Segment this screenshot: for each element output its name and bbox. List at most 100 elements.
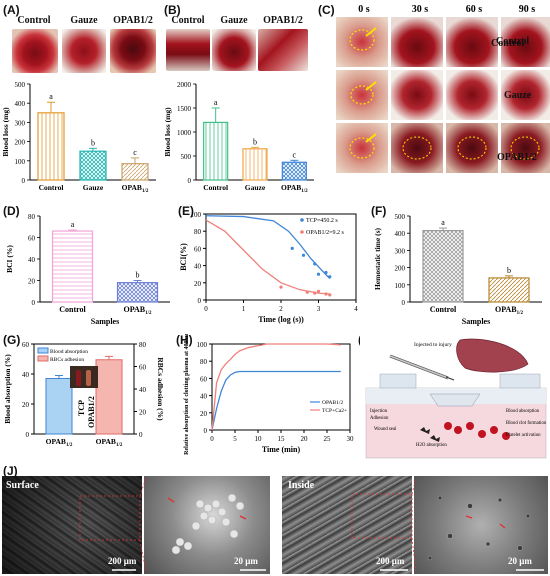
- y-tick-label: 200: [15, 139, 26, 147]
- data-point: [313, 291, 317, 295]
- significance-letter: a: [49, 92, 53, 101]
- data-point: [313, 262, 317, 266]
- y-tick-label: 80: [200, 358, 208, 366]
- panel-c-rowlabel-opab: OPAB1/2: [497, 152, 537, 163]
- y-tick-label: 500: [395, 213, 406, 221]
- y-axis-label-right: RBCs adhesion (%): [156, 357, 165, 421]
- legend-swatch-blood: [37, 347, 49, 354]
- data-point: [305, 290, 309, 294]
- category-label: Control: [59, 305, 86, 314]
- x-tick-label: 10: [255, 435, 263, 443]
- panel-b-label-control: Control: [171, 15, 205, 26]
- fit-curve-0: [205, 215, 331, 279]
- y-tick-label: 100: [395, 282, 406, 290]
- category-label: Gauze: [245, 183, 266, 192]
- panel-c-row-control: Control: [491, 38, 525, 49]
- chart-g: 0 20 40 60 0 20 40 60 80 Blood absorption RBCs adh…: [3, 341, 165, 448]
- y-tick-label: 20: [194, 280, 202, 288]
- x-tick-label: 4: [354, 305, 358, 313]
- panel-letter-h: (H): [176, 333, 193, 347]
- series-line-0: [211, 370, 341, 431]
- y-tick-label: 300: [395, 247, 406, 255]
- y-tick-label: 40: [28, 256, 36, 264]
- bar-2: [121, 163, 149, 181]
- panel-b-label-opab: OPAB1/2: [263, 15, 303, 26]
- sem-scalebar-3: 200 μm: [376, 556, 405, 566]
- x-tick-label: 5: [233, 435, 237, 443]
- x-tick-label: 3: [317, 305, 321, 313]
- y-tick-label: 0: [26, 431, 30, 439]
- y-tick-label: 60: [28, 235, 36, 243]
- panel-b-photo-opab: [258, 29, 308, 71]
- panel-c-rowlabel-gauze: Gauze: [504, 90, 532, 101]
- bar-1: [488, 277, 530, 303]
- panel-letter-c: (C): [318, 3, 335, 17]
- significance-letter: c: [133, 148, 137, 157]
- y-tick-label: 200: [395, 265, 406, 273]
- y-right-tick-label: 60: [139, 364, 147, 372]
- panel-letter-a: (A): [3, 3, 20, 17]
- y-tick-label: 400: [15, 100, 26, 108]
- significance-letter: a: [441, 218, 445, 227]
- x-tick-label: 30: [347, 435, 355, 443]
- y-tick-label: 60: [200, 375, 208, 383]
- y-axis-label: Blood loss (mg): [1, 107, 10, 157]
- significance-letter: c: [293, 150, 297, 159]
- panel-a-label-opab: OPAB1/2: [113, 15, 153, 26]
- data-point: [316, 289, 321, 293]
- bar-0: [422, 230, 464, 303]
- y-tick-label: 500: [181, 153, 192, 161]
- bar-0: [37, 112, 65, 181]
- panel-a-photo-control: [12, 29, 58, 73]
- chart-a: 0 100 200 300 400 500 a Control b Gauze c OPAB1/2 Bl…: [1, 81, 156, 194]
- x-tick-label: 0: [210, 435, 214, 443]
- panel-j-overlay: Surface Inside 200 μm 20 μm 200 μm 20 μm: [6, 477, 544, 573]
- panel-i-schematic: Injected to injury Injection Adhesion Wo…: [360, 334, 550, 462]
- chart-h: 0 5 10 15 20 25 30 0 20 40 60 80 100 OPAB1/2 TCP+Ca2+ T…: [183, 334, 355, 455]
- y-tick-label: 40: [194, 263, 202, 271]
- inset-label-tcp: TCP: [77, 400, 86, 416]
- category-label: Gauze: [83, 183, 104, 192]
- x-axis-label: Time (min): [262, 445, 301, 454]
- y-tick-label: 100: [15, 158, 26, 166]
- panel-a-label-gauze: Gauze: [70, 15, 98, 26]
- y-tick-label: 1500: [177, 105, 192, 113]
- data-point: [279, 285, 283, 289]
- y-tick-label: 400: [395, 230, 406, 238]
- x-tick-label: 25: [324, 435, 332, 443]
- y-tick-label: 500: [15, 81, 26, 89]
- panel-letter-b: (B): [164, 3, 181, 17]
- y-axis-label: BCI(%): [179, 243, 188, 271]
- y-right-tick-label: 20: [139, 409, 147, 417]
- panel-b-photo-control: [166, 29, 210, 71]
- category-label: Control: [39, 183, 64, 192]
- panel-i-label-wound-seal: Wound seal: [374, 427, 397, 432]
- y-tick-label: 2000: [177, 81, 192, 89]
- y-right-tick-label: 40: [139, 386, 147, 394]
- x-axis-label: Samples: [91, 317, 119, 326]
- category-label: OPAB1/2: [96, 437, 123, 448]
- legend-blood-absorption: Blood absorption: [50, 349, 88, 355]
- y-tick-label: 1000: [177, 129, 192, 137]
- y-tick-label: 40: [200, 393, 208, 401]
- panel-i-label-injection: Injection: [370, 409, 388, 414]
- category-label: OPAB1/2: [123, 305, 152, 316]
- sem-title-inside: Inside: [288, 480, 315, 491]
- sem-pores: [427, 495, 531, 561]
- sem-title-surface: Surface: [6, 480, 39, 491]
- panel-c-time-1: 30 s: [412, 4, 429, 15]
- y-tick-label: 80: [194, 228, 202, 236]
- y-tick-label: 100: [197, 341, 208, 349]
- panel-c-rowlabel-control: Control: [496, 36, 530, 47]
- inset-tube-1: [76, 370, 81, 386]
- y-tick-label: 0: [188, 177, 192, 185]
- panel-c-time-2: 60 s: [466, 4, 483, 15]
- panel-b-photo-gauze: [212, 29, 256, 71]
- bar-1: [242, 148, 268, 181]
- significance-letter: b: [507, 266, 511, 275]
- y-tick-label: 0: [198, 297, 202, 305]
- y-tick-label: 0: [32, 299, 36, 307]
- y-tick-label: 20: [28, 278, 36, 286]
- y-tick-label: 20: [200, 410, 208, 418]
